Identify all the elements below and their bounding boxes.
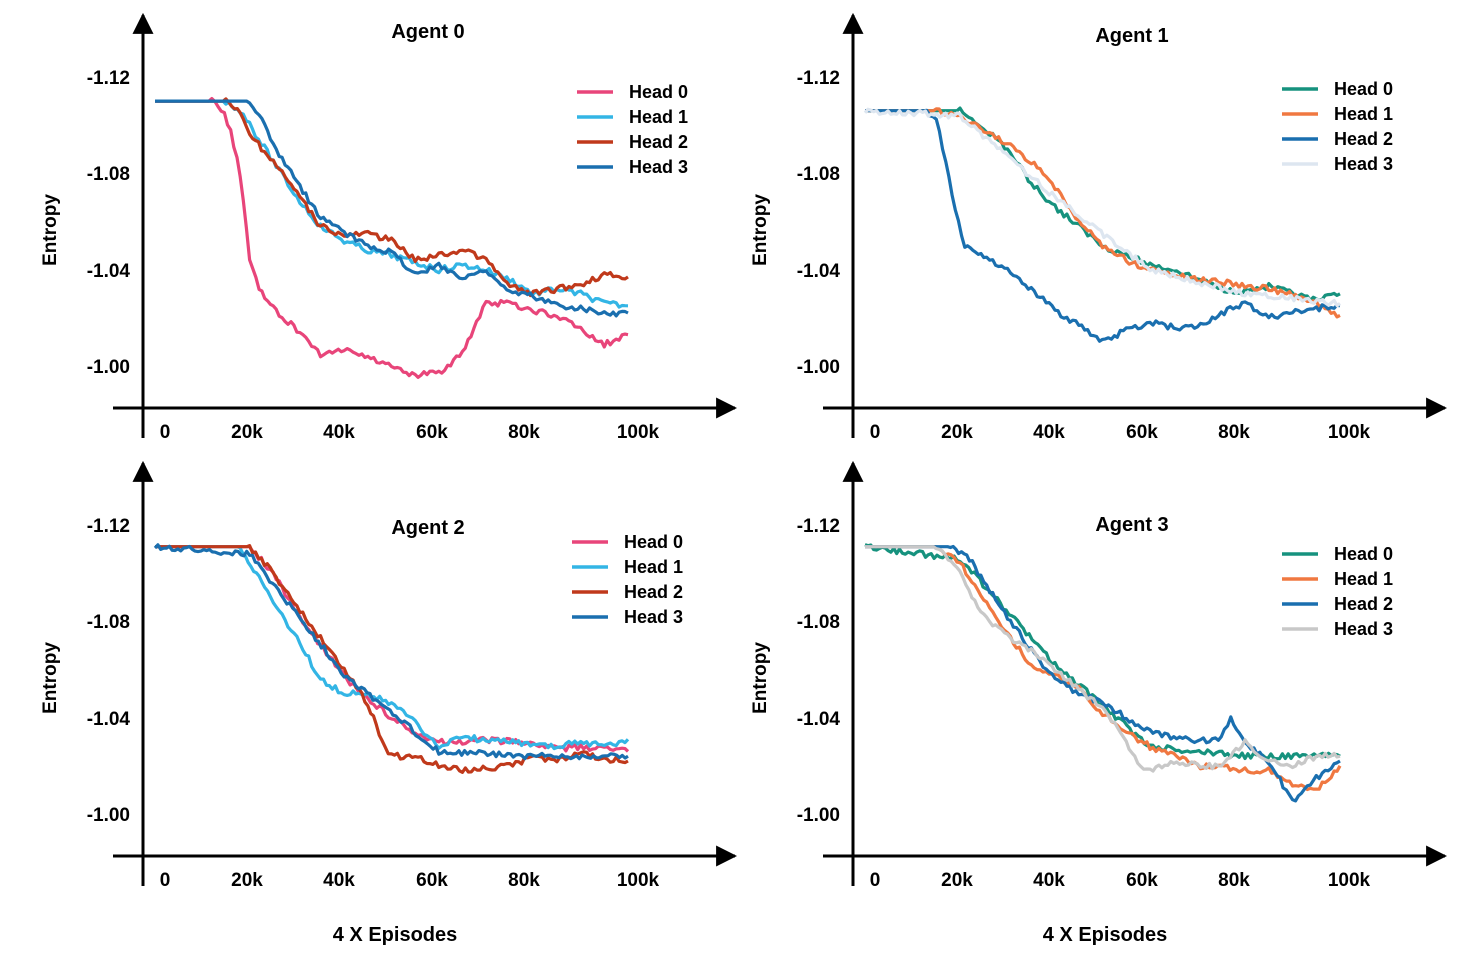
x-tick-label: 20k — [941, 422, 973, 443]
series-line-head-0 — [155, 96, 629, 379]
x-tick-label: 100k — [617, 422, 660, 443]
y-tick-label: -1.04 — [797, 261, 841, 282]
legend-label: Head 2 — [1334, 594, 1393, 614]
x-tick-label: 60k — [1126, 870, 1158, 891]
x-tick-label: 60k — [1126, 422, 1158, 443]
y-tick-label: -1.12 — [87, 516, 130, 537]
legend-label: Head 2 — [629, 132, 688, 152]
legend-label: Head 3 — [1334, 619, 1393, 639]
legend-label: Head 1 — [624, 557, 683, 577]
x-tick-label: 40k — [323, 422, 355, 443]
legend-label: Head 3 — [629, 157, 688, 177]
panel-title: Agent 0 — [391, 21, 464, 43]
y-axis-label: Entropy — [40, 194, 61, 266]
x-tick-label: 20k — [231, 870, 263, 891]
y-tick-label: -1.12 — [87, 68, 130, 89]
series-line-head-0 — [864, 543, 1341, 761]
series-line-head-2 — [155, 97, 629, 298]
x-tick-label: 40k — [1033, 870, 1065, 891]
y-tick-label: -1.00 — [797, 357, 840, 378]
panel-title: Agent 1 — [1095, 25, 1168, 47]
legend-label: Head 3 — [624, 607, 683, 627]
x-axis-label-left: 4 X Episodes — [333, 924, 458, 946]
series-line-head-0 — [155, 545, 630, 753]
y-tick-label: -1.08 — [797, 612, 840, 633]
y-tick-label: -1.08 — [87, 612, 130, 633]
series-line-head-1 — [865, 545, 1342, 792]
y-tick-label: -1.12 — [797, 516, 840, 537]
x-tick-label: 0 — [870, 870, 881, 891]
y-tick-label: -1.08 — [87, 164, 130, 185]
series-line-head-2 — [865, 108, 1341, 343]
y-axis-label: Entropy — [750, 194, 771, 266]
x-tick-label: 80k — [1218, 870, 1250, 891]
x-tick-label: 100k — [1328, 422, 1371, 443]
legend-label: Head 0 — [1334, 79, 1393, 99]
y-tick-label: -1.04 — [87, 261, 131, 282]
panel-title: Agent 2 — [391, 517, 464, 539]
series-line-head-1 — [865, 107, 1341, 319]
x-tick-label: 60k — [416, 870, 448, 891]
x-tick-label: 40k — [323, 870, 355, 891]
panel-title: Agent 3 — [1095, 514, 1168, 536]
legend-label: Head 0 — [629, 82, 688, 102]
series-line-head-3 — [153, 543, 629, 761]
x-tick-label: 100k — [1328, 870, 1371, 891]
agent-2-panel: Agent 2 Entropy -1.12 -1.08 -1.04 -1.00 0 20k… — [40, 460, 738, 891]
legend-label: Head 2 — [624, 582, 683, 602]
y-tick-label: -1.04 — [87, 709, 131, 730]
legend-label: Head 3 — [1334, 154, 1393, 174]
series-line-head-1 — [155, 99, 629, 309]
x-tick-label: 100k — [617, 870, 660, 891]
legend-label: Head 1 — [1334, 104, 1393, 124]
agent-1-panel: Agent 1 Entropy -1.12 -1.08 -1.04 -1.00 0 20k… — [750, 12, 1448, 443]
x-tick-label: 40k — [1033, 422, 1065, 443]
y-axis-label: Entropy — [40, 642, 61, 714]
x-axis-label-right: 4 X Episodes — [1043, 924, 1168, 946]
y-tick-label: -1.12 — [797, 68, 840, 89]
x-tick-label: 0 — [870, 422, 881, 443]
series-line-head-0 — [865, 106, 1341, 302]
y-tick-label: -1.00 — [87, 357, 130, 378]
agent-3-panel: Agent 3 Entropy -1.12 -1.08 -1.04 -1.00 0 20k… — [750, 460, 1448, 891]
y-tick-label: -1.04 — [797, 709, 841, 730]
y-axis-label: Entropy — [750, 642, 771, 714]
x-tick-label: 80k — [508, 422, 540, 443]
series-line-head-2 — [155, 543, 629, 775]
legend-label: Head 0 — [624, 532, 683, 552]
legend-label: Head 1 — [629, 107, 688, 127]
legend-label: Head 0 — [1334, 544, 1393, 564]
x-tick-label: 20k — [941, 870, 973, 891]
legend-label: Head 2 — [1334, 129, 1393, 149]
x-tick-label: 0 — [160, 870, 171, 891]
agent-0-panel: Agent 0 Entropy -1.12 -1.08 -1.04 -1.00 0 20k… — [40, 12, 738, 443]
series-line-head-3 — [865, 545, 1341, 773]
x-tick-label: 80k — [508, 870, 540, 891]
series-line-head-2 — [865, 544, 1341, 803]
x-tick-label: 20k — [231, 422, 263, 443]
y-tick-label: -1.08 — [797, 164, 840, 185]
series-line-head-3 — [155, 99, 629, 318]
legend-label: Head 1 — [1334, 569, 1393, 589]
y-tick-label: -1.00 — [87, 805, 130, 826]
x-tick-label: 0 — [160, 422, 171, 443]
series-line-head-3 — [863, 107, 1341, 308]
y-tick-label: -1.00 — [797, 805, 840, 826]
x-tick-label: 80k — [1218, 422, 1250, 443]
x-tick-label: 60k — [416, 422, 448, 443]
